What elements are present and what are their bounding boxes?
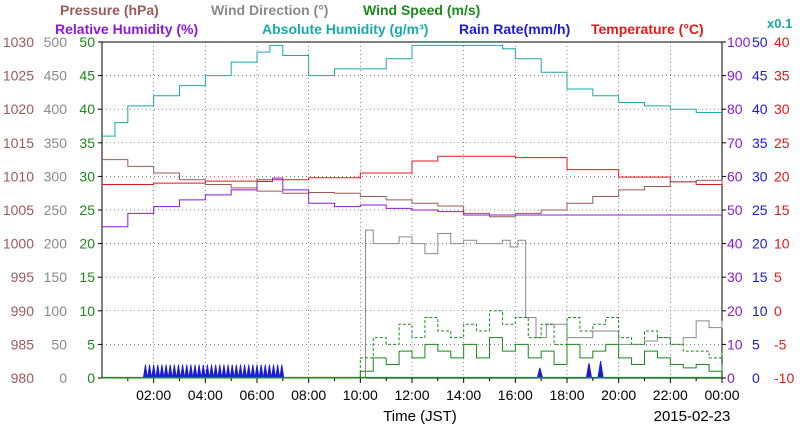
rel_humidity-tick-label: 0 <box>727 370 735 386</box>
direction-tick-label: 450 <box>44 68 68 84</box>
temperature-tick-label: 25 <box>774 135 790 151</box>
rain-tick-label: 0 <box>752 370 760 386</box>
rain-spike-cluster <box>142 364 285 379</box>
rel_humidity-tick-label: 40 <box>727 236 743 252</box>
legend-wind-direction: Wind Direction (°) <box>211 2 328 18</box>
x-tick-label: 06:00 <box>239 387 274 403</box>
chart-date: 2015-02-23 <box>654 408 731 425</box>
rain-tick-label: 40 <box>752 101 768 117</box>
speed-tick-label: 30 <box>79 168 95 184</box>
x-tick-label: 22:00 <box>653 387 688 403</box>
rel_humidity-tick-label: 70 <box>727 135 743 151</box>
rel_humidity-tick-label: 100 <box>727 34 751 50</box>
pressure-tick-label: 1025 <box>3 68 34 84</box>
series-wind-direction <box>357 229 723 379</box>
direction-tick-label: 0 <box>59 370 67 386</box>
pressure-tick-label: 1000 <box>3 236 34 252</box>
series-wind-speed-gust <box>355 310 723 379</box>
x-tick-label: 18:00 <box>549 387 584 403</box>
x-tick-label: 08:00 <box>291 387 326 403</box>
temperature-tick-label: 20 <box>774 168 790 184</box>
direction-tick-label: 100 <box>44 303 68 319</box>
series-pressure-hpa <box>102 159 723 218</box>
rain-tick-label: 10 <box>752 303 768 319</box>
pressure-tick-label: 1030 <box>3 34 34 50</box>
temperature-tick-label: 35 <box>774 68 790 84</box>
legend-wind-speed: Wind Speed (m/s) <box>363 2 480 18</box>
rel_humidity-tick-label: 20 <box>727 303 743 319</box>
direction-tick-label: 50 <box>51 336 67 352</box>
rel_humidity-tick-label: 60 <box>727 168 743 184</box>
multiplier-note: x0.1 <box>767 16 792 31</box>
direction-tick-label: 250 <box>44 202 68 218</box>
rain-tick-label: 25 <box>752 202 768 218</box>
pressure-tick-label: 1015 <box>3 135 34 151</box>
direction-tick-label: 200 <box>44 236 68 252</box>
temperature-tick-label: 30 <box>774 101 790 117</box>
pressure-tick-label: 1005 <box>3 202 34 218</box>
speed-tick-label: 20 <box>79 236 95 252</box>
speed-tick-label: 10 <box>79 303 95 319</box>
rel_humidity-tick-label: 90 <box>727 68 743 84</box>
rain-tick-label: 45 <box>752 68 768 84</box>
x-tick-label: 20:00 <box>601 387 636 403</box>
temperature-tick-label: 5 <box>774 269 782 285</box>
pressure-tick-label: 980 <box>11 370 35 386</box>
temperature-tick-label: -5 <box>774 336 787 352</box>
rain-tick-label: 15 <box>752 269 768 285</box>
direction-tick-label: 150 <box>44 269 68 285</box>
x-tick-label: 12:00 <box>394 387 429 403</box>
legend-absolute-humidity: Absolute Humidity (g/m³) <box>262 21 428 37</box>
series-temperature-c <box>102 155 723 185</box>
direction-tick-label: 400 <box>44 101 68 117</box>
series-wind-speed-m-s <box>102 337 723 379</box>
legend-relative-humidity: Relative Humidity (%) <box>55 21 198 37</box>
direction-tick-label: 500 <box>44 34 68 50</box>
x-axis-label: Time (JST) <box>383 408 457 425</box>
rain-tick-label: 5 <box>752 336 760 352</box>
rel_humidity-tick-label: 30 <box>727 269 743 285</box>
speed-tick-label: 45 <box>79 68 95 84</box>
pressure-tick-label: 1010 <box>3 168 34 184</box>
rain-tick-label: 50 <box>752 34 768 50</box>
temperature-tick-label: 40 <box>774 34 790 50</box>
x-tick-label: 14:00 <box>446 387 481 403</box>
speed-tick-label: 15 <box>79 269 95 285</box>
rain-tick-label: 35 <box>752 135 768 151</box>
x-tick-label: 02:00 <box>136 387 171 403</box>
x-tick-label: 16:00 <box>498 387 533 403</box>
series-relative-humidity <box>102 177 722 228</box>
pressure-tick-label: 985 <box>11 336 35 352</box>
legend-temperature: Temperature (°C) <box>591 21 704 37</box>
rel_humidity-tick-label: 10 <box>727 336 743 352</box>
rain-tick-label: 30 <box>752 168 768 184</box>
x-tick-label: 10:00 <box>343 387 378 403</box>
temperature-tick-label: 10 <box>774 236 790 252</box>
speed-tick-label: 50 <box>79 34 95 50</box>
speed-tick-label: 25 <box>79 202 95 218</box>
rain-tick-label: 20 <box>752 236 768 252</box>
temperature-tick-label: 0 <box>774 303 782 319</box>
rel_humidity-tick-label: 80 <box>727 101 743 117</box>
rel_humidity-tick-label: 50 <box>727 202 743 218</box>
speed-tick-label: 5 <box>87 336 95 352</box>
direction-tick-label: 300 <box>44 168 68 184</box>
legend-pressure: Pressure (hPa) <box>60 2 159 18</box>
speed-tick-label: 35 <box>79 135 95 151</box>
speed-tick-label: 0 <box>87 370 95 386</box>
x-tick-label: 00:00 <box>704 387 739 403</box>
pressure-tick-label: 1020 <box>3 101 34 117</box>
direction-tick-label: 350 <box>44 135 68 151</box>
temperature-tick-label: -10 <box>774 370 794 386</box>
series-absolute-humidity-g-m <box>102 44 722 137</box>
pressure-tick-label: 995 <box>11 269 35 285</box>
speed-tick-label: 40 <box>79 101 95 117</box>
legend-rain-rate: Rain Rate(mm/h) <box>459 21 570 37</box>
temperature-tick-label: 15 <box>774 202 790 218</box>
pressure-tick-label: 990 <box>11 303 35 319</box>
x-tick-label: 04:00 <box>188 387 223 403</box>
